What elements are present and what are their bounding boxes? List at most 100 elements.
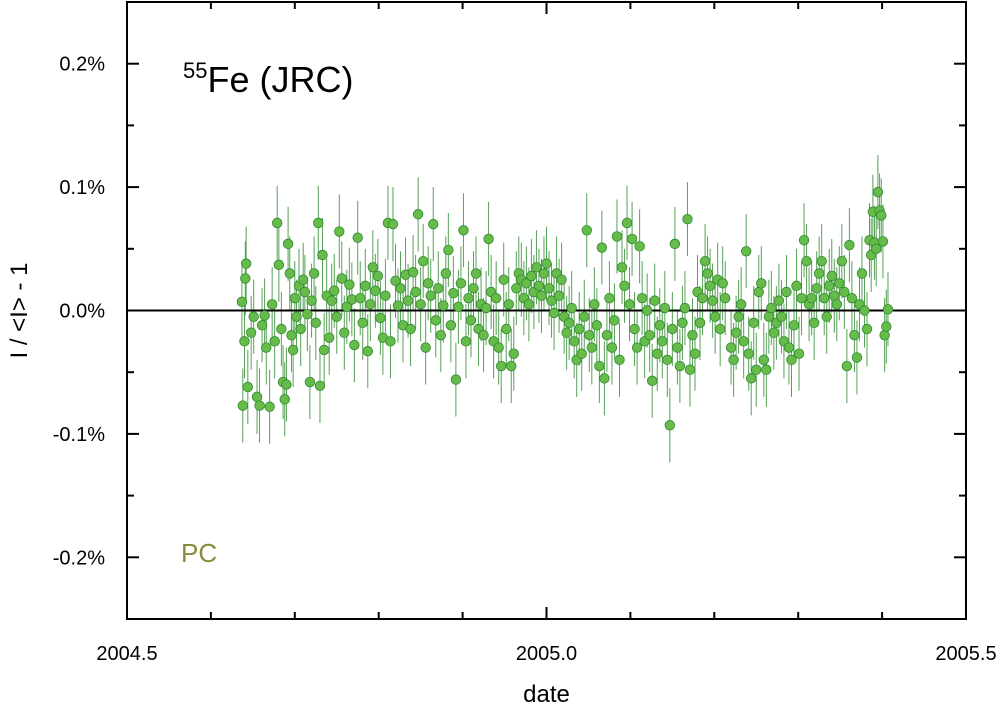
- data-point: [344, 279, 355, 290]
- data-point: [783, 342, 795, 353]
- data-point: [341, 301, 353, 312]
- data-point: [717, 278, 728, 289]
- data-point: [861, 323, 873, 335]
- data-point: [669, 238, 681, 250]
- data-point: [460, 336, 472, 347]
- data-point: [664, 420, 676, 431]
- data-point: [733, 311, 744, 322]
- data-point: [859, 305, 870, 316]
- data-point: [796, 292, 807, 304]
- data-point: [788, 320, 800, 331]
- data-point: [849, 329, 860, 341]
- data-point: [629, 323, 640, 335]
- chart-title: 55Fe (JRC): [183, 58, 353, 100]
- data-point: [735, 299, 747, 310]
- axis-ticks: [126, 1, 967, 620]
- data-point: [493, 342, 504, 353]
- data-point: [574, 323, 585, 335]
- data-point: [748, 317, 759, 329]
- data-point: [793, 348, 805, 359]
- data-point: [756, 278, 767, 289]
- data-point: [304, 376, 316, 388]
- data-point: [395, 283, 406, 294]
- data-point: [667, 323, 678, 335]
- data-point: [506, 360, 517, 372]
- data-point: [468, 283, 479, 294]
- data-point: [261, 342, 272, 353]
- data-point: [776, 311, 787, 322]
- data-point: [758, 354, 770, 366]
- data-point: [503, 299, 514, 310]
- data-point: [291, 311, 302, 322]
- data-point: [352, 232, 363, 243]
- data-point: [586, 342, 598, 353]
- data-point: [365, 299, 376, 310]
- data-point: [405, 323, 416, 335]
- data-point: [387, 218, 399, 230]
- data-point: [360, 280, 371, 292]
- data-point: [728, 354, 739, 366]
- data-point: [308, 268, 320, 279]
- data-point: [829, 290, 840, 301]
- data-point: [526, 270, 537, 282]
- data-point: [609, 315, 620, 326]
- data-point: [798, 234, 810, 246]
- data-point: [375, 312, 386, 324]
- data-point: [826, 270, 837, 282]
- data-points: [236, 186, 894, 431]
- data-point: [478, 329, 489, 341]
- data-point: [844, 239, 855, 251]
- data-point: [801, 255, 812, 267]
- data-point: [773, 295, 785, 306]
- data-point: [654, 320, 665, 331]
- data-point: [236, 296, 248, 308]
- data-point: [811, 283, 822, 294]
- data-point: [687, 329, 698, 341]
- data-point: [423, 278, 434, 289]
- data-point: [251, 391, 263, 403]
- data-point: [448, 288, 459, 299]
- data-point: [652, 348, 663, 359]
- data-point: [323, 332, 335, 343]
- data-point: [707, 295, 718, 306]
- data-point: [240, 273, 251, 284]
- data-point: [584, 329, 595, 341]
- data-point: [458, 225, 469, 236]
- data-point: [314, 380, 326, 391]
- data-point: [276, 323, 287, 335]
- data-point: [480, 302, 492, 314]
- data-point: [621, 217, 633, 229]
- data-point: [271, 217, 283, 229]
- data-point: [521, 278, 532, 289]
- data-point: [606, 342, 618, 353]
- pc-annotation: PC: [181, 538, 217, 568]
- x-tick-labels: 2004.5 2005.0 2005.5: [96, 643, 996, 665]
- y-tick-labels: 0.2% 0.1% 0.0% -0.1% -0.2%: [53, 54, 105, 570]
- y-tick-label: 0.0%: [59, 301, 105, 323]
- data-point: [576, 348, 587, 359]
- data-point: [679, 302, 691, 314]
- data-point: [566, 302, 577, 314]
- data-point: [339, 327, 350, 338]
- data-point: [349, 339, 360, 351]
- data-point: [329, 285, 340, 296]
- data-point: [594, 360, 605, 372]
- data-point: [336, 273, 347, 284]
- data-point: [450, 374, 462, 385]
- data-point: [237, 400, 248, 411]
- data-point: [689, 348, 701, 359]
- y-tick-label: -0.2%: [53, 547, 105, 569]
- data-point: [601, 329, 613, 341]
- data-point: [317, 249, 328, 261]
- data-point: [856, 268, 868, 279]
- data-point: [536, 290, 547, 301]
- data-point: [310, 317, 321, 329]
- data-point: [415, 299, 426, 310]
- data-point: [483, 233, 494, 245]
- data-point: [282, 238, 294, 250]
- data-point: [831, 299, 842, 310]
- data-point: [614, 354, 625, 366]
- data-point: [412, 209, 424, 220]
- data-point: [410, 286, 421, 298]
- data-point: [334, 226, 345, 237]
